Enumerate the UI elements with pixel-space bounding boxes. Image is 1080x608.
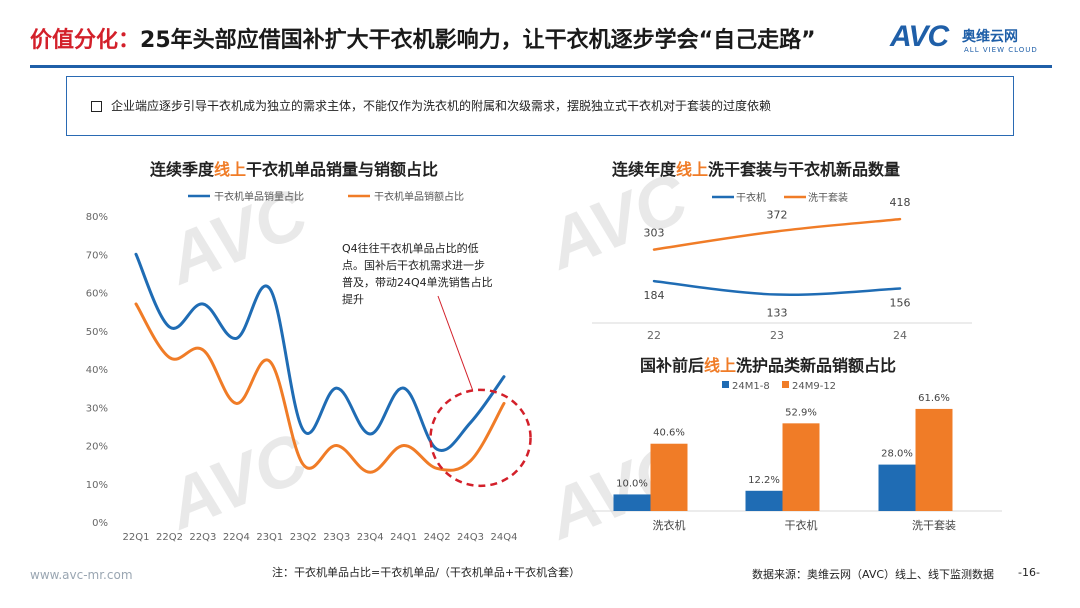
insight-text: 企业端应逐步引导干衣机成为独立的需求主体，不能仅作为洗衣机的附属和次级需求，摆脱… xyxy=(111,99,772,113)
bar-0-1 xyxy=(745,490,783,511)
series-line-1 xyxy=(134,302,506,474)
logo-en-text: ALL VIEW CLOUD xyxy=(964,46,1038,54)
x-tick-label: 洗干套装 xyxy=(912,519,956,532)
bar-1-0 xyxy=(650,443,688,511)
bar-label: 12.2% xyxy=(748,475,780,486)
insight-box: 企业端应逐步引导干衣机成为独立的需求主体，不能仅作为洗衣机的附属和次级需求，摆脱… xyxy=(66,76,1014,136)
legend-label-0: 干衣机 xyxy=(736,191,766,204)
footer-note: 注：干衣机单品占比=干衣机单品/（干衣机单品+干衣机含套） xyxy=(272,566,581,579)
title-main: 25年头部应借国补扩大干衣机影响力，让干衣机逐步学会“自己走路” xyxy=(140,28,816,53)
title-prefix: 价值分化： xyxy=(30,28,141,53)
chart1-quarterly-line-chart: 干衣机单品销量占比 干衣机单品销额占比 0% 10% 20% 30% 40% 50% 60% 70… xyxy=(86,190,532,543)
bar-label: 10.0% xyxy=(616,478,648,489)
annotation-line-0: Q4往往干衣机单品占比的低 xyxy=(342,241,479,255)
chart1-title: 连续季度线上干衣机单品销量与销额占比 xyxy=(150,156,438,180)
data-label: 418 xyxy=(890,196,911,209)
x-tick-label: 22Q3 xyxy=(189,532,216,543)
x-tick-label: 洗衣机 xyxy=(653,518,686,532)
x-tick-label: 22Q2 xyxy=(156,532,183,543)
bar-1-2 xyxy=(915,408,953,511)
x-tick-label: 22Q1 xyxy=(123,532,150,543)
header-divider xyxy=(30,65,1052,68)
annotation-line-1: 点。国补后干衣机需求进一步 xyxy=(342,258,485,272)
y-tick-label: 20% xyxy=(86,442,108,453)
data-label: 133 xyxy=(767,307,788,320)
chart1-title-hl: 线上 xyxy=(214,160,247,179)
bar-label: 61.6% xyxy=(918,393,950,404)
chart2-title-hl: 线上 xyxy=(676,160,709,179)
legend-label-0: 干衣机单品销量占比 xyxy=(214,190,304,203)
logo-cn-text: 奥维云网 xyxy=(962,29,1018,45)
chart3-bar-chart: 24M1-8 24M9-12 洗衣机 10.0% 40.6% 干衣机 12.2% 52.9% 洗… xyxy=(592,381,1002,532)
x-tick-label: 23Q2 xyxy=(290,532,317,543)
x-tick-label: 24Q4 xyxy=(491,532,518,543)
chart2-yearly-line-chart: 干衣机 洗干套装 22 23 24 184 133 156 303 372 418 xyxy=(592,191,972,342)
x-tick-label: 24 xyxy=(893,329,907,342)
annotation-pointer xyxy=(437,295,474,391)
legend-swatch-1 xyxy=(782,381,789,388)
bar-0-0 xyxy=(613,494,651,511)
x-tick-label: 23 xyxy=(770,329,784,342)
page-title: 价值分化：25年头部应借国补扩大干衣机影响力，让干衣机逐步学会“自己走路” xyxy=(30,22,816,54)
legend-label-1: 洗干套装 xyxy=(808,191,848,204)
data-label: 303 xyxy=(644,227,665,240)
y-tick-label: 30% xyxy=(86,403,108,414)
x-tick-label: 23Q4 xyxy=(357,532,384,543)
y-tick-label: 80% xyxy=(86,212,108,223)
chart3-title-post: 洗护品类新品销额占比 xyxy=(736,356,897,375)
bar-label: 28.0% xyxy=(881,449,913,460)
legend-swatch-0 xyxy=(722,381,729,388)
page-number: -16- xyxy=(1018,566,1040,579)
x-tick-label: 22Q4 xyxy=(223,532,250,543)
logo-avc-text: AVC xyxy=(890,20,949,53)
y-tick-label: 0% xyxy=(92,518,108,529)
data-label: 156 xyxy=(890,296,911,309)
y-tick-label: 60% xyxy=(86,289,108,300)
legend-label-1: 24M9-12 xyxy=(792,381,836,392)
annotation-line-3: 提升 xyxy=(342,293,364,306)
footer-source: 数据来源：奥维云网（AVC）线上、线下监测数据 xyxy=(752,568,995,581)
chart2-title-post: 洗干套装与干衣机新品数量 xyxy=(708,160,901,179)
chart3-title-pre: 国补前后 xyxy=(640,356,705,375)
y-tick-label: 10% xyxy=(86,480,108,491)
footer-url: www.avc-mr.com xyxy=(30,568,133,582)
highlight-circle xyxy=(429,388,532,488)
data-label: 372 xyxy=(767,208,788,221)
x-tick-label: 干衣机 xyxy=(785,518,818,532)
avc-logo: AVC 奥维云网 ALL VIEW CLOUD xyxy=(890,20,1060,58)
y-tick-label: 40% xyxy=(86,365,108,376)
chart1-title-pre: 连续季度 xyxy=(150,160,215,179)
chart3-title: 国补前后线上洗护品类新品销额占比 xyxy=(640,352,896,376)
x-tick-label: 23Q1 xyxy=(256,532,283,543)
series-line-0 xyxy=(652,279,902,296)
bar-1-1 xyxy=(782,423,820,511)
data-label: 184 xyxy=(644,289,665,302)
y-tick-label: 50% xyxy=(86,327,108,338)
series-line-0 xyxy=(134,252,506,452)
bar-label: 40.6% xyxy=(653,428,685,439)
x-tick-label: 24Q2 xyxy=(424,532,451,543)
bar-0-2 xyxy=(878,464,916,511)
chart1-title-post: 干衣机单品销量与销额占比 xyxy=(246,160,439,179)
x-tick-label: 22 xyxy=(647,329,661,342)
square-bullet-icon xyxy=(91,101,102,112)
x-tick-label: 24Q1 xyxy=(390,532,417,543)
annotation-line-2: 普及，带动24Q4单洗销售占比 xyxy=(342,275,493,289)
series-line-1 xyxy=(652,217,902,251)
y-tick-label: 70% xyxy=(86,250,108,261)
bar-label: 52.9% xyxy=(785,407,817,418)
chart2-title: 连续年度线上洗干套装与干衣机新品数量 xyxy=(612,156,900,180)
chart3-title-hl: 线上 xyxy=(704,356,737,375)
legend-label-1: 干衣机单品销额占比 xyxy=(374,190,464,203)
x-tick-label: 24Q3 xyxy=(457,532,484,543)
legend-label-0: 24M1-8 xyxy=(732,381,770,392)
x-tick-label: 23Q3 xyxy=(323,532,350,543)
chart2-title-pre: 连续年度 xyxy=(612,160,677,179)
